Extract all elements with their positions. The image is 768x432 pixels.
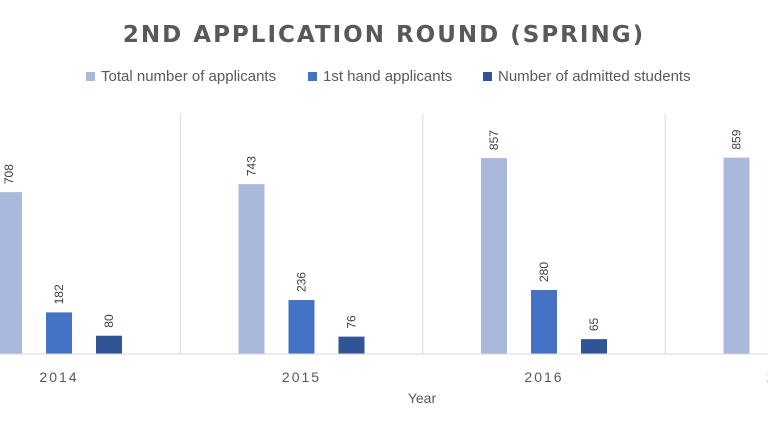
legend-swatch <box>308 72 317 81</box>
x-axis-label: Year <box>408 390 437 406</box>
x-tick-labels: 2014 2015 2016 2017 <box>39 369 768 385</box>
x-tick-label: 2015 <box>282 369 321 385</box>
x-tick-label: 2017 <box>767 369 768 385</box>
data-label: 76 <box>345 315 359 329</box>
x-tick-label: 2014 <box>39 369 78 385</box>
bar <box>238 184 265 354</box>
bar <box>288 300 315 354</box>
legend-label: Total number of applicants <box>101 68 276 85</box>
data-label: 280 <box>537 262 551 282</box>
chart-title: 2ND APPLICATION ROUND (SPRING) <box>123 22 645 48</box>
data-label: 708 <box>2 164 16 184</box>
data-label: 859 <box>730 129 744 149</box>
bar <box>723 157 750 354</box>
bar <box>96 335 122 354</box>
bar <box>481 158 507 354</box>
data-label: 743 <box>245 156 259 176</box>
bar <box>338 336 365 354</box>
data-label: 65 <box>587 317 601 331</box>
legend: Total number of applicants 1st hand appli… <box>86 68 691 85</box>
legend-label: 1st hand applicants <box>323 68 452 85</box>
data-label: 182 <box>52 284 66 304</box>
legend-label: Number of admitted students <box>498 68 691 85</box>
x-tick-label: 2016 <box>524 369 563 385</box>
category-separators <box>179 114 666 354</box>
data-label: 857 <box>487 130 501 150</box>
bar <box>581 339 607 354</box>
legend-swatch <box>483 72 492 81</box>
bar <box>531 289 557 354</box>
bar <box>0 192 22 354</box>
data-labels: 708 182 80 743 236 76 857 280 65 859 <box>2 129 744 331</box>
bar <box>46 312 72 354</box>
data-label: 236 <box>295 272 309 292</box>
legend-swatch <box>86 72 95 81</box>
data-label: 80 <box>102 314 116 328</box>
bars <box>0 157 750 354</box>
